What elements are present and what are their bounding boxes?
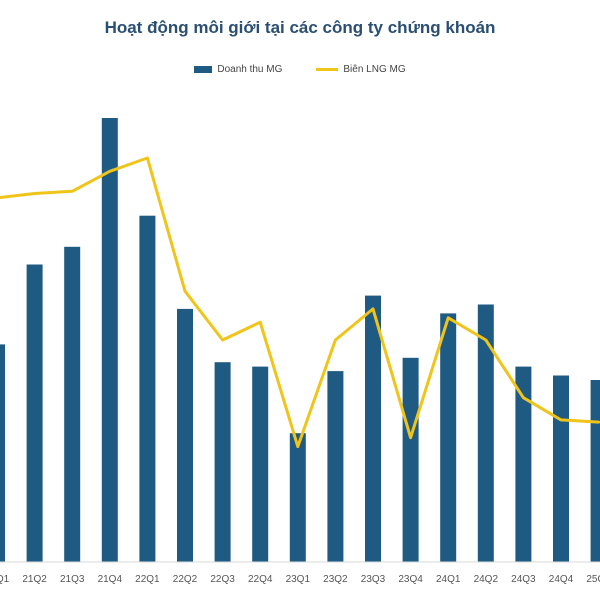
chart-legend: Doanh thu MG Biên LNG MG — [0, 64, 600, 75]
bar-23Q4 — [402, 357, 419, 562]
bar-24Q4 — [553, 375, 569, 562]
bar-21Q3 — [64, 246, 81, 563]
x-tick-label: 22Q3 — [210, 574, 235, 585]
x-tick-label: 22Q2 — [173, 574, 198, 585]
legend-swatch-bar — [194, 66, 213, 73]
legend-label-revenue: Doanh thu MG — [217, 64, 283, 75]
bar-22Q1 — [139, 215, 156, 562]
legend-label-margin: Biên LNG MG — [343, 64, 406, 75]
x-tick-label: 24Q4 — [549, 574, 574, 585]
x-tick-label: 22Q4 — [248, 574, 273, 585]
line-series-margin — [0, 156, 600, 449]
bar-25Q1 — [590, 380, 600, 562]
x-tick-label: 24Q1 — [436, 574, 461, 585]
bar-22Q4 — [252, 366, 269, 562]
bar-24Q3 — [515, 366, 532, 562]
legend-item-revenue: Doanh thu MG — [194, 64, 282, 75]
x-tick-label: 21Q2 — [22, 574, 47, 585]
bar-22Q2 — [177, 308, 193, 562]
bar-24Q2 — [477, 304, 494, 562]
bar-22Q3 — [214, 362, 231, 562]
x-tick-label: 21Q3 — [60, 574, 85, 585]
legend-item-margin: Biên LNG MG — [316, 64, 406, 75]
x-tick-label: 21Q1 — [0, 574, 10, 585]
bar-21Q4 — [101, 118, 118, 562]
bar-21Q1 — [0, 344, 5, 562]
x-tick-label: 23Q4 — [398, 574, 423, 585]
x-tick-label: 21Q4 — [98, 574, 123, 585]
x-tick-label: 25Q1 — [586, 574, 600, 585]
x-tick-label: 23Q1 — [286, 574, 311, 585]
x-tick-label: 23Q3 — [361, 574, 386, 585]
bar-23Q1 — [289, 433, 306, 562]
bar-21Q2 — [26, 264, 43, 562]
bar-24Q1 — [440, 313, 457, 562]
x-tick-label: 24Q3 — [511, 574, 536, 585]
bar-23Q2 — [327, 371, 344, 562]
legend-swatch-line — [316, 68, 339, 71]
bar-23Q3 — [365, 295, 381, 562]
x-tick-label: 23Q2 — [323, 574, 348, 585]
chart-title: Hoạt động môi giới tại các công ty chứng… — [104, 18, 496, 37]
x-tick-label: 22Q1 — [135, 574, 160, 585]
x-tick-label: 24Q2 — [474, 574, 499, 585]
